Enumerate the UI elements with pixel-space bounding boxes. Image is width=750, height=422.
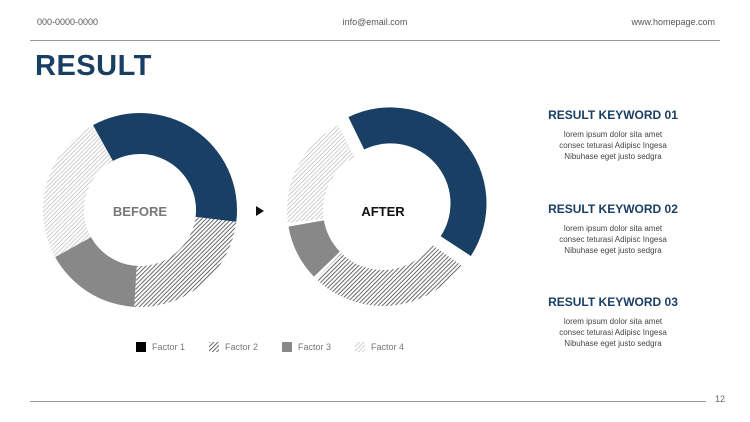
legend-item-factor4: Factor 4 [355,342,404,352]
legend-swatch [355,342,365,352]
keyword-line: lorem ipsum dolor sita amet [563,317,663,326]
keyword-line: consec teturasi Adipisc Ingesa [559,141,667,150]
legend-swatch [209,342,219,352]
keyword-block-3: RESULT KEYWORD 03 lorem ipsum dolor sita… [540,295,686,349]
keyword-line: consec teturasi Adipisc Ingesa [559,328,667,337]
page-title: RESULT [35,50,152,82]
donut-slice-factor-3 [55,237,137,307]
bottom-divider [30,401,706,402]
legend-label: Factor 2 [225,342,259,352]
keyword-body: lorem ipsum dolor sita amet consec tetur… [540,223,686,256]
keyword-line: Nibuhase eget justo sedgra [564,152,662,161]
keyword-block-1: RESULT KEYWORD 01 lorem ipsum dolor sita… [540,108,686,162]
keyword-block-2: RESULT KEYWORD 02 lorem ipsum dolor sita… [540,202,686,256]
donut-slice-factor-4 [287,125,355,224]
keyword-body: lorem ipsum dolor sita amet consec tetur… [540,129,686,162]
header-email: info@email.com [342,17,408,27]
keyword-line: lorem ipsum dolor sita amet [563,224,663,233]
page-number: 12 [714,394,725,404]
legend-label: Factor 3 [298,342,332,352]
donut-slice-factor-4 [43,125,113,258]
donut-slice-factor-1 [92,113,237,222]
donut-slice-factor-2 [316,244,462,306]
legend-item-factor3: Factor 3 [282,342,331,352]
header-website: www.homepage.com [631,17,715,27]
keyword-body: lorem ipsum dolor sita amet consec tetur… [540,316,686,349]
keyword-title: RESULT KEYWORD 01 [548,108,678,122]
chart-legend: Factor 1 Factor 2 Factor 3 Factor 4 [0,342,540,356]
keyword-line: consec teturasi Adipisc Ingesa [559,235,667,244]
donut-slice-factor-3 [288,220,340,277]
legend-swatch [282,342,292,352]
before-donut [43,113,237,307]
top-divider [30,40,720,41]
keyword-title: RESULT KEYWORD 02 [548,202,678,216]
before-label: BEFORE [113,204,168,219]
play-arrow-icon [256,206,264,216]
legend-swatch [136,342,146,352]
legend-label: Factor 1 [152,342,186,352]
keyword-line: Nibuhase eget justo sedgra [564,246,662,255]
after-label: AFTER [361,204,405,219]
legend-item-factor1: Factor 1 [136,342,185,352]
after-donut [287,107,487,306]
donut-slice-factor-2 [134,216,237,307]
donut-slice-factor-1 [348,107,487,256]
keyword-title: RESULT KEYWORD 03 [548,295,678,309]
keyword-line: Nibuhase eget justo sedgra [564,339,662,348]
legend-item-factor2: Factor 2 [209,342,258,352]
keyword-line: lorem ipsum dolor sita amet [563,130,663,139]
legend-label: Factor 4 [371,342,405,352]
header-phone: 000-0000-0000 [37,17,99,27]
